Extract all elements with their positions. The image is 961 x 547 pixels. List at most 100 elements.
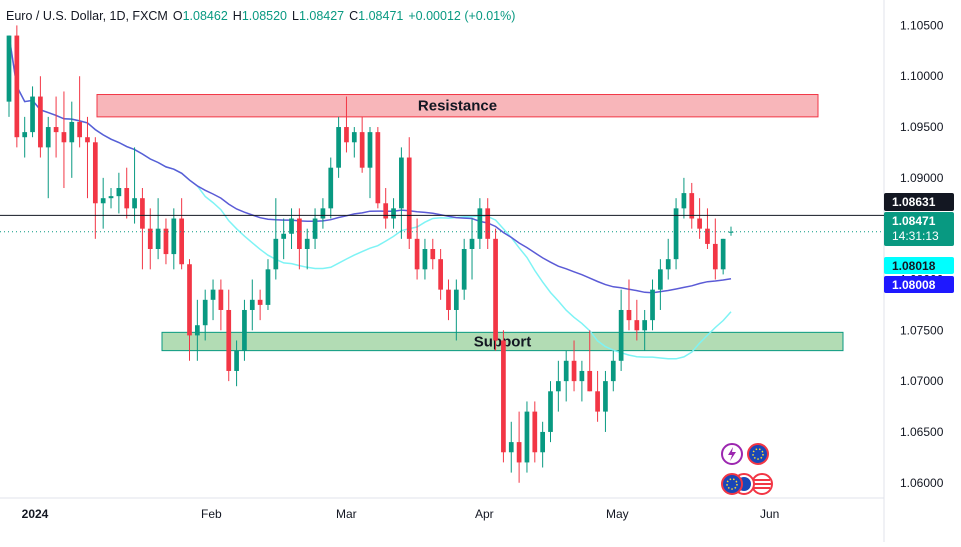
- candle: [555, 360, 561, 412]
- candle: [328, 157, 334, 219]
- candle: [273, 198, 279, 280]
- candle-body: [273, 238, 279, 270]
- candle: [336, 116, 341, 178]
- ma-fast-price-tag: 1.08018: [884, 257, 954, 274]
- eu-flag-icon[interactable]: [721, 473, 743, 495]
- candle: [446, 279, 451, 321]
- candle-body: [453, 289, 459, 310]
- y-tick-label: 1.10500: [900, 18, 944, 32]
- candle-body: [344, 127, 349, 143]
- candle: [53, 96, 59, 158]
- candle: [194, 299, 200, 361]
- candle-body: [461, 249, 467, 290]
- candle: [140, 188, 145, 270]
- candle-body: [249, 299, 255, 310]
- candle-body: [650, 289, 655, 321]
- symbol-title[interactable]: Euro / U.S. Dollar, 1D, FXCM: [6, 9, 168, 23]
- candle: [406, 137, 412, 249]
- candle: [665, 238, 671, 280]
- candle: [38, 76, 43, 158]
- candle-body: [187, 264, 192, 336]
- event-icons[interactable]: [718, 440, 774, 500]
- candle: [257, 289, 263, 321]
- candle: [430, 238, 436, 270]
- candle-body: [642, 320, 648, 331]
- candle-body: [257, 299, 263, 305]
- candle-body: [265, 269, 271, 305]
- candle: [281, 218, 287, 260]
- close-label: C: [349, 9, 359, 23]
- candle-body: [603, 381, 608, 412]
- candle: [720, 238, 726, 275]
- candle-body: [202, 299, 208, 326]
- candle-body: [469, 238, 475, 249]
- candle: [351, 127, 357, 158]
- ma-slow-line: [8, 35, 732, 294]
- candle-body: [720, 238, 726, 270]
- candle: [485, 198, 491, 249]
- candle-body: [375, 132, 381, 204]
- candle-body: [38, 96, 43, 148]
- candle-body: [383, 203, 389, 219]
- lightning-icon[interactable]: [721, 443, 743, 465]
- candle-body: [555, 381, 561, 392]
- candle-body: [14, 35, 20, 138]
- candle-body: [438, 259, 443, 290]
- y-tick-label: 1.06000: [900, 476, 944, 490]
- candle-body: [712, 243, 718, 270]
- candle: [320, 198, 326, 229]
- candle-body: [320, 208, 326, 219]
- candle: [210, 279, 216, 321]
- x-tick-label: May: [606, 507, 629, 521]
- candle-body: [516, 442, 522, 463]
- candle: [453, 279, 459, 341]
- change-value: +0.00012 (+0.01%): [408, 9, 516, 23]
- candle-body: [618, 309, 624, 361]
- candle: [171, 208, 177, 270]
- candle-body: [689, 193, 695, 219]
- candle: [681, 177, 687, 219]
- candle-body: [477, 208, 483, 239]
- candle: [359, 116, 365, 173]
- open-label: O: [172, 9, 183, 23]
- last-close-price-tag: 1.08631: [884, 193, 954, 211]
- current-price-tag: 1.08471 14:31:13: [884, 212, 954, 246]
- candle: [163, 218, 169, 265]
- candle-body: [658, 269, 663, 290]
- candle: [477, 198, 483, 249]
- candle: [22, 116, 28, 158]
- x-tick-label: Apr: [475, 507, 494, 521]
- candle: [297, 208, 302, 270]
- candle: [650, 279, 655, 331]
- candle-body: [532, 411, 538, 453]
- candle-body: [163, 228, 169, 255]
- candle-body: [391, 208, 396, 219]
- resistance-zone: [96, 94, 819, 118]
- candle: [540, 421, 546, 468]
- candle-body: [147, 228, 153, 249]
- candle-body: [571, 360, 577, 382]
- candle-body: [85, 137, 90, 143]
- candle-body: [116, 188, 122, 197]
- close-value: 1.08471: [358, 9, 404, 23]
- candle-body: [242, 309, 247, 351]
- candle-body: [22, 132, 28, 138]
- candle: [524, 401, 530, 473]
- y-tick-label: 1.07000: [900, 374, 944, 388]
- candle: [634, 299, 640, 341]
- candle: [265, 259, 271, 310]
- candle: [367, 127, 373, 199]
- x-tick-label: 2024: [22, 507, 49, 521]
- eu-flag-icon[interactable]: [747, 443, 769, 465]
- candle: [155, 198, 161, 260]
- candle-body: [587, 370, 593, 392]
- candle-body: [53, 127, 59, 133]
- candle-body: [171, 218, 177, 255]
- candle: [516, 411, 522, 483]
- candle: [375, 127, 381, 209]
- candle: [501, 330, 506, 463]
- candle-body: [430, 249, 436, 260]
- y-tick-label: 1.10000: [900, 69, 944, 83]
